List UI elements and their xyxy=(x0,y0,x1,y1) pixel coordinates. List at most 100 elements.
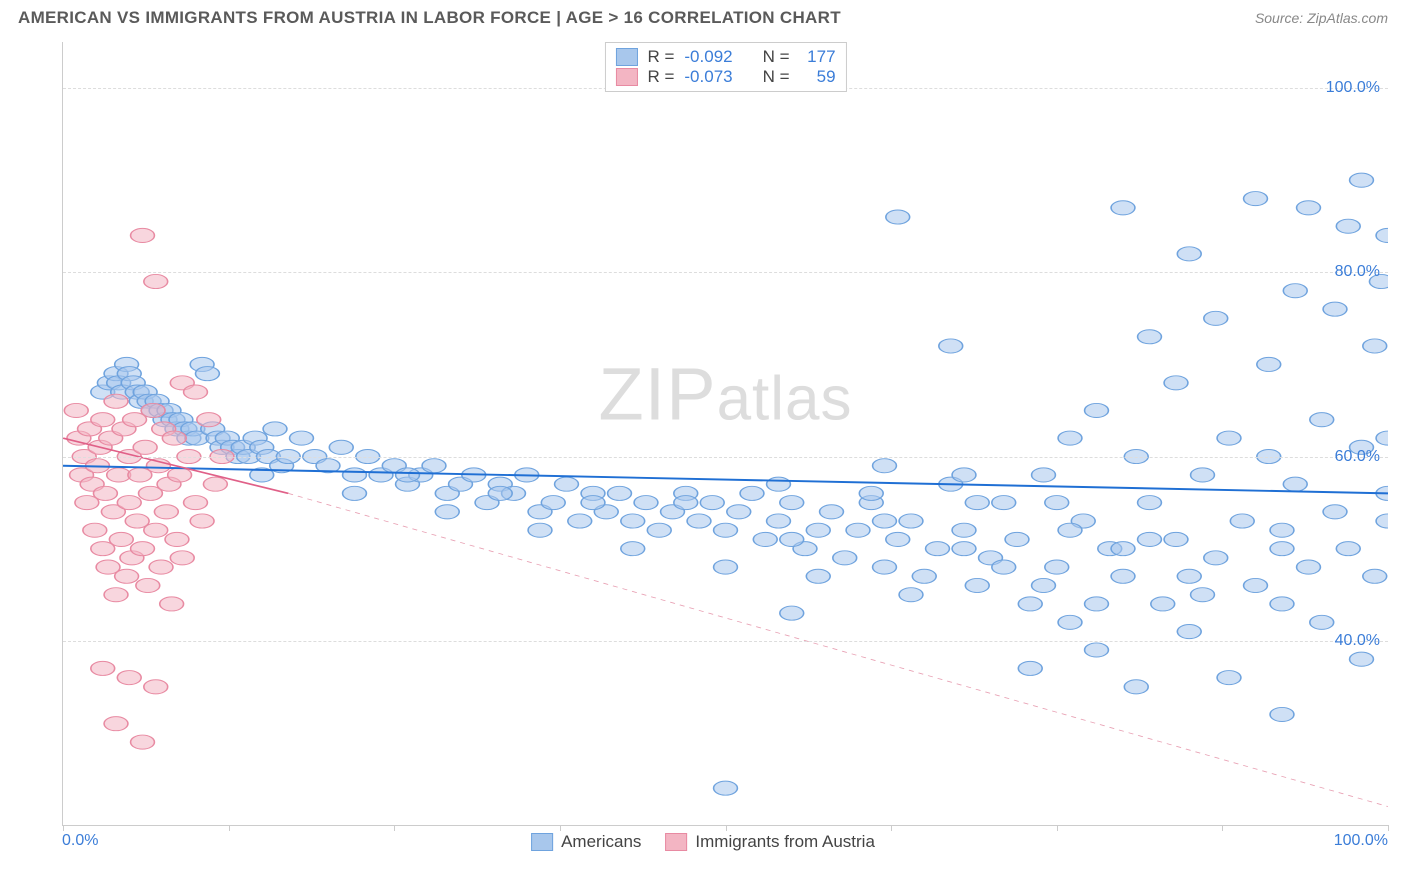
scatter-point xyxy=(528,523,552,537)
x-tick xyxy=(1222,825,1223,831)
x-axis-min-label: 0.0% xyxy=(62,832,98,850)
scatter-point xyxy=(149,560,173,574)
x-tick xyxy=(891,825,892,831)
scatter-point xyxy=(1045,496,1069,510)
scatter-point xyxy=(107,468,131,482)
scatter-point xyxy=(104,717,128,731)
y-tick-label: 60.0% xyxy=(1335,448,1380,466)
stats-legend-row: R =-0.092N =177 xyxy=(615,47,835,67)
scatter-point xyxy=(1310,413,1334,427)
x-tick xyxy=(560,825,561,831)
scatter-point xyxy=(780,496,804,510)
scatter-point xyxy=(926,542,950,556)
scatter-point xyxy=(1270,597,1294,611)
scatter-point xyxy=(1283,284,1307,298)
scatter-point xyxy=(767,514,791,528)
legend-n-value: 59 xyxy=(800,67,836,87)
scatter-point xyxy=(621,514,645,528)
scatter-point xyxy=(727,505,751,519)
scatter-point xyxy=(1204,311,1228,325)
scatter-point xyxy=(1297,560,1321,574)
scatter-point xyxy=(621,542,645,556)
x-axis-max-label: 100.0% xyxy=(1334,832,1388,850)
scatter-point xyxy=(1124,680,1148,694)
scatter-point xyxy=(1376,228,1388,242)
scatter-point xyxy=(1336,542,1360,556)
legend-swatch xyxy=(531,833,553,851)
legend-n-value: 177 xyxy=(800,47,836,67)
scatter-point xyxy=(133,440,157,454)
scatter-point xyxy=(196,367,220,381)
scatter-point xyxy=(141,403,165,417)
scatter-point xyxy=(160,597,184,611)
scatter-point xyxy=(608,486,632,500)
scatter-point xyxy=(263,422,287,436)
correlation-chart: In Labor Force | Age > 16 ZIPatlas R =-0… xyxy=(18,42,1388,872)
scatter-point xyxy=(488,486,512,500)
scatter-point xyxy=(687,514,711,528)
scatter-point xyxy=(290,431,314,445)
scatter-point xyxy=(1376,514,1388,528)
scatter-point xyxy=(165,532,189,546)
x-tick xyxy=(726,825,727,831)
scatter-point xyxy=(136,578,160,592)
scatter-point xyxy=(1191,468,1215,482)
scatter-point xyxy=(396,468,420,482)
scatter-point xyxy=(700,496,724,510)
scatter-point xyxy=(203,477,227,491)
scatter-point xyxy=(873,514,897,528)
scatter-point xyxy=(714,523,738,537)
scatter-point xyxy=(886,532,910,546)
scatter-point xyxy=(1177,569,1201,583)
scatter-point xyxy=(91,661,115,675)
series-legend-label: Immigrants from Austria xyxy=(695,832,875,852)
gridline xyxy=(63,272,1388,273)
scatter-point xyxy=(1323,505,1347,519)
legend-n-label: N = xyxy=(763,67,790,87)
scatter-point xyxy=(952,542,976,556)
scatter-point xyxy=(846,523,870,537)
scatter-point xyxy=(1350,652,1374,666)
scatter-point xyxy=(939,339,963,353)
scatter-point xyxy=(767,477,791,491)
scatter-point xyxy=(131,228,155,242)
scatter-point xyxy=(555,477,579,491)
y-tick-label: 80.0% xyxy=(1335,263,1380,281)
scatter-point xyxy=(1177,247,1201,261)
series-legend-label: Americans xyxy=(561,832,641,852)
x-tick xyxy=(394,825,395,831)
scatter-point xyxy=(806,569,830,583)
scatter-point xyxy=(1363,569,1387,583)
scatter-point xyxy=(873,459,897,473)
x-tick xyxy=(229,825,230,831)
scatter-point xyxy=(1138,330,1162,344)
scatter-point xyxy=(1151,597,1175,611)
scatter-point xyxy=(1270,542,1294,556)
scatter-point xyxy=(104,394,128,408)
scatter-point xyxy=(1217,671,1241,685)
scatter-point xyxy=(117,671,141,685)
scatter-point xyxy=(647,523,671,537)
scatter-point xyxy=(714,560,738,574)
scatter-point xyxy=(104,588,128,602)
source-credit: Source: ZipAtlas.com xyxy=(1255,10,1388,26)
scatter-point xyxy=(740,486,764,500)
scatter-point xyxy=(714,781,738,795)
scatter-point xyxy=(1310,615,1334,629)
scatter-point xyxy=(197,413,221,427)
legend-swatch xyxy=(665,833,687,851)
scatter-point xyxy=(184,496,208,510)
scatter-point xyxy=(1204,551,1228,565)
scatter-point xyxy=(581,496,605,510)
scatter-point xyxy=(1244,578,1268,592)
scatter-point xyxy=(780,606,804,620)
scatter-point xyxy=(952,523,976,537)
scatter-point xyxy=(83,523,107,537)
legend-swatch xyxy=(615,48,637,66)
legend-n-label: N = xyxy=(763,47,790,67)
scatter-point xyxy=(833,551,857,565)
scatter-point xyxy=(1270,707,1294,721)
scatter-point xyxy=(1005,532,1029,546)
x-tick xyxy=(63,825,64,831)
scatter-point xyxy=(886,210,910,224)
